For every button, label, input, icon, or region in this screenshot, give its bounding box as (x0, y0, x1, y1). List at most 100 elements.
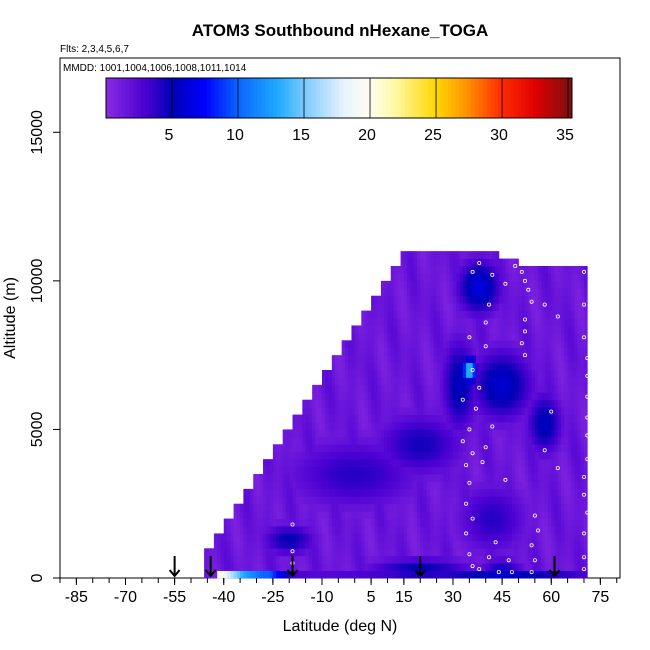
heatmap-cell (295, 414, 300, 423)
heatmap-cell (230, 555, 234, 564)
colorbar-segment (272, 78, 278, 118)
heatmap-cell (285, 474, 290, 482)
heatmap-cell (544, 451, 549, 460)
heatmap-cell (436, 362, 441, 371)
heatmap-cell (570, 429, 575, 438)
heatmap-cell (511, 399, 516, 408)
heatmap-cell (312, 496, 316, 505)
heatmap-cell (305, 399, 310, 408)
heatmap-cell (400, 377, 405, 386)
heatmap-cell (508, 563, 513, 571)
heatmap-cell (236, 540, 241, 549)
heatmap-cell (344, 392, 349, 401)
heatmap-cell (534, 533, 539, 542)
heatmap-cell (344, 488, 349, 497)
heatmap-cell (446, 384, 451, 393)
heatmap-cell (495, 384, 500, 393)
heatmap-cell (466, 303, 470, 311)
heatmap-cell (521, 488, 526, 497)
heatmap-cell (233, 555, 238, 564)
heatmap-cell (544, 310, 549, 319)
heatmap-cell (547, 496, 552, 505)
heatmap-cell (459, 266, 464, 274)
heatmap-cell (407, 533, 411, 542)
heatmap-cell (394, 540, 398, 549)
heatmap-cell (521, 518, 526, 527)
heatmap-cell (433, 288, 437, 297)
heatmap-cell (502, 570, 506, 579)
heatmap-cell (518, 496, 523, 505)
heatmap-cell (397, 503, 401, 512)
colorbar-segment (552, 78, 557, 118)
heatmap-cell (541, 422, 546, 430)
y-tick-label: 5000 (29, 412, 46, 448)
colorbar-segment (179, 78, 185, 118)
heatmap-cell (308, 563, 313, 571)
heatmap-cell (285, 466, 290, 475)
heatmap-cell (498, 384, 503, 393)
heatmap-cell (430, 459, 434, 467)
heatmap-cell (567, 303, 572, 311)
heatmap-cell (528, 459, 532, 467)
heatmap-cell (534, 474, 539, 482)
heatmap-cell (446, 362, 451, 371)
heatmap-cell (426, 303, 431, 311)
heatmap-cell (538, 422, 542, 430)
colorbar-segment (203, 78, 208, 118)
heatmap-cell (469, 384, 474, 393)
heatmap-cell (511, 392, 516, 401)
heatmap-cell (469, 258, 474, 267)
heatmap-cell (436, 444, 441, 453)
heatmap-cell (485, 295, 490, 304)
heatmap-cell (354, 325, 359, 334)
heatmap-cell (495, 548, 500, 557)
heatmap-cell (459, 570, 464, 579)
heatmap-cell (292, 466, 297, 475)
heatmap-cell (564, 540, 568, 549)
heatmap-cell (302, 459, 307, 467)
heatmap-cell (505, 533, 510, 542)
heatmap-cell (561, 481, 565, 490)
heatmap-cell (410, 503, 415, 512)
heatmap-cell (551, 496, 555, 505)
heatmap-cell (580, 466, 585, 475)
heatmap-cell (397, 295, 401, 304)
heatmap-cell (416, 347, 421, 356)
heatmap-cell (462, 496, 467, 505)
heatmap-cell (472, 340, 477, 349)
heatmap-cell (331, 540, 336, 549)
heatmap-cell (285, 436, 290, 445)
heatmap-cell (577, 414, 582, 423)
heatmap-cell (580, 377, 585, 386)
heatmap-cell (583, 273, 588, 282)
heatmap-cell (338, 451, 343, 460)
heatmap-cell (315, 555, 320, 564)
heatmap-cell (276, 533, 280, 542)
heatmap-cell (574, 526, 578, 534)
heatmap-cell (482, 563, 487, 571)
heatmap-cell (384, 422, 388, 430)
heatmap-cell (456, 511, 460, 519)
heatmap-cell (279, 496, 284, 505)
heatmap-cell (358, 540, 362, 549)
heatmap-cell (351, 533, 356, 542)
heatmap-cell (400, 466, 405, 475)
heatmap-cell (525, 429, 529, 438)
heatmap-cell (472, 466, 477, 475)
heatmap-cell (561, 422, 565, 430)
heatmap-cell (272, 466, 277, 475)
heatmap-cell (554, 355, 559, 363)
heatmap-cell (489, 496, 493, 505)
heatmap-cell (361, 407, 365, 415)
heatmap-cell (331, 481, 336, 490)
colorbar-segment (408, 78, 414, 118)
heatmap-cell (485, 266, 490, 274)
heatmap-cell (525, 414, 529, 423)
heatmap-cell (305, 555, 310, 564)
heatmap-cell (502, 332, 506, 341)
heatmap-cell (505, 340, 510, 349)
heatmap-cell (302, 533, 307, 542)
heatmap-cell (570, 548, 575, 557)
heatmap-cell (341, 563, 346, 571)
